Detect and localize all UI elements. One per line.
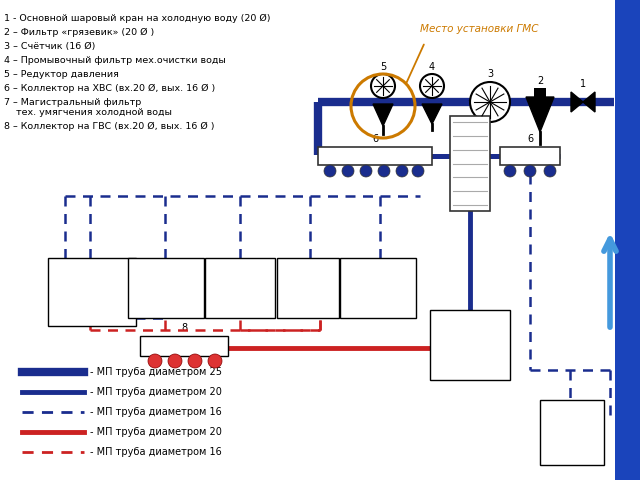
Bar <box>128 258 204 318</box>
Bar <box>48 258 136 326</box>
Text: Кухонная
мойка: Кухонная мойка <box>68 281 116 303</box>
Circle shape <box>148 354 162 368</box>
Text: 6: 6 <box>372 134 378 144</box>
Text: Биде: Биде <box>295 283 321 293</box>
Text: Унитаз: Унитаз <box>360 283 396 293</box>
Bar <box>430 310 510 380</box>
Text: 1 - Основной шаровый кран на холодную воду (20 Ø): 1 - Основной шаровый кран на холодную во… <box>4 14 271 23</box>
Text: 6: 6 <box>527 134 533 144</box>
Polygon shape <box>526 97 554 132</box>
Text: - МП труба диаметром 16: - МП труба диаметром 16 <box>90 447 221 457</box>
Bar <box>340 258 416 318</box>
Bar <box>534 88 546 97</box>
Text: 1: 1 <box>580 79 586 89</box>
Text: Стираль-
ная
машина: Стираль- ная машина <box>550 417 593 447</box>
Circle shape <box>342 165 354 177</box>
Circle shape <box>504 165 516 177</box>
Polygon shape <box>373 104 393 126</box>
Circle shape <box>168 354 182 368</box>
Text: Раковина: Раковина <box>142 283 190 293</box>
Circle shape <box>420 74 444 98</box>
Text: 3: 3 <box>487 69 493 79</box>
Text: 6 – Коллектор на ХВС (вх.20 Ø, вых. 16 Ø ): 6 – Коллектор на ХВС (вх.20 Ø, вых. 16 Ø… <box>4 84 215 93</box>
Text: 5 – Редуктор давления: 5 – Редуктор давления <box>4 70 119 79</box>
Bar <box>500 147 560 165</box>
Circle shape <box>378 165 390 177</box>
Text: 4 – Промывочный фильтр мех.очистки воды: 4 – Промывочный фильтр мех.очистки воды <box>4 56 226 65</box>
Bar <box>140 336 228 356</box>
Text: Котёл
(ГВС): Котёл (ГВС) <box>454 334 485 356</box>
Text: 3 – Счётчик (16 Ø): 3 – Счётчик (16 Ø) <box>4 42 95 51</box>
Text: Ванна: Ванна <box>224 283 256 293</box>
Text: - МП труба диаметром 16: - МП труба диаметром 16 <box>90 407 221 417</box>
Text: 2: 2 <box>537 76 543 86</box>
Circle shape <box>524 165 536 177</box>
Bar <box>318 147 432 165</box>
Text: - МП труба диаметром 20: - МП труба диаметром 20 <box>90 387 222 397</box>
Polygon shape <box>422 104 442 124</box>
Circle shape <box>188 354 202 368</box>
Bar <box>615 0 640 480</box>
Text: 2 – Фильтр «грязевик» (20 Ø ): 2 – Фильтр «грязевик» (20 Ø ) <box>4 28 154 37</box>
Text: - МП труба диаметром 25: - МП труба диаметром 25 <box>90 367 222 377</box>
Circle shape <box>324 165 336 177</box>
Text: 7 – Магистральный фильтр: 7 – Магистральный фильтр <box>4 98 141 107</box>
Polygon shape <box>571 92 595 112</box>
Circle shape <box>396 165 408 177</box>
Bar <box>205 258 275 318</box>
Circle shape <box>371 74 395 98</box>
Bar <box>540 400 604 465</box>
Circle shape <box>412 165 424 177</box>
Circle shape <box>360 165 372 177</box>
Circle shape <box>470 82 510 122</box>
Circle shape <box>544 165 556 177</box>
Text: 8 – Коллектор на ГВС (вх.20 Ø, вых. 16 Ø ): 8 – Коллектор на ГВС (вх.20 Ø, вых. 16 Ø… <box>4 122 214 131</box>
Bar <box>450 116 490 211</box>
Text: 5: 5 <box>380 62 386 72</box>
Text: 4: 4 <box>429 62 435 72</box>
Circle shape <box>208 354 222 368</box>
Text: - МП труба диаметром 20: - МП труба диаметром 20 <box>90 427 222 437</box>
Text: Место установки ГМС: Место установки ГМС <box>420 24 538 34</box>
Text: 8: 8 <box>181 323 187 333</box>
Text: 7: 7 <box>467 100 473 110</box>
Bar <box>277 258 339 318</box>
Text: тех. умягчения холодной воды: тех. умягчения холодной воды <box>4 108 172 117</box>
